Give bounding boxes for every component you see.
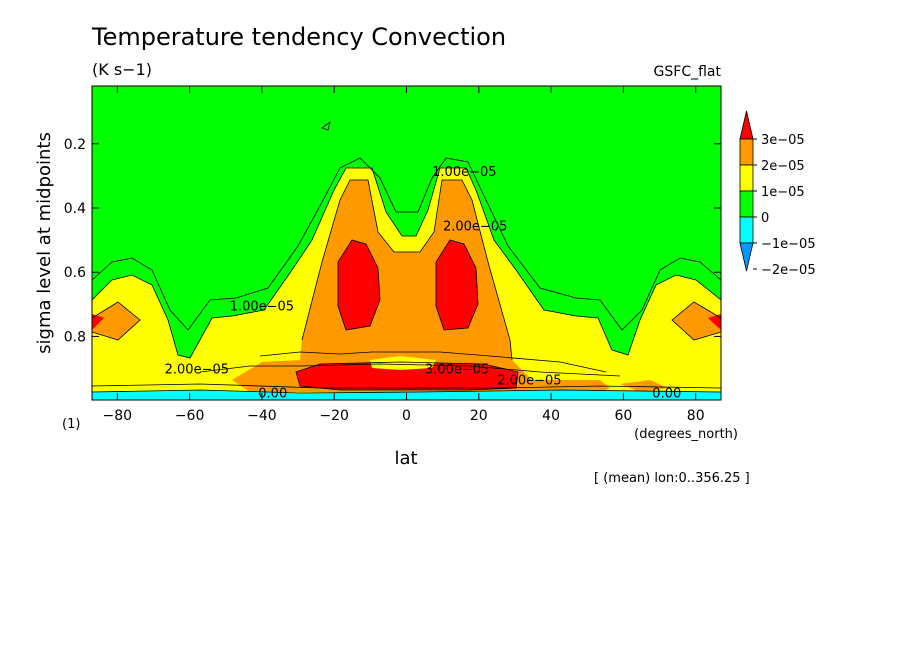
colorbar: 3e−05 2e−05 1e−05 0 −1e−05 −2e−05 xyxy=(739,110,816,278)
y-axis-units: (1) xyxy=(62,417,80,432)
filled-region-red xyxy=(436,240,478,330)
filled-region-red xyxy=(92,314,104,330)
colorbar-arrow-top xyxy=(739,110,754,140)
filled-region-orange xyxy=(232,180,610,392)
contour-label: 0.00 xyxy=(652,386,681,401)
colorbar-label: 2e−05 xyxy=(761,159,805,174)
colorbar-label: 1e−05 xyxy=(761,185,805,200)
y-axis-label: sigma level at midpoints xyxy=(34,132,55,354)
filled-region-red xyxy=(296,362,518,390)
filled-region-orange xyxy=(620,380,668,392)
y-tick-label: 0.6 xyxy=(64,265,86,281)
filled-region-red xyxy=(708,314,721,330)
y-tick-label: 0.8 xyxy=(64,329,86,345)
contour-lens xyxy=(370,356,436,370)
contour-label: 1.00e−05 xyxy=(432,165,496,180)
x-tick-label: 20 xyxy=(470,408,488,424)
contour-label: 3.00e−05 xyxy=(425,362,489,377)
contour-lines xyxy=(92,121,721,394)
x-axis-units: (degrees_north) xyxy=(634,427,738,442)
chart-units: (K s−1) xyxy=(92,60,152,79)
source-label: GSFC_flat xyxy=(654,64,722,80)
colorbar-arrow-bottom xyxy=(739,242,754,272)
x-tick-label: −40 xyxy=(247,408,277,424)
contour-label: 1.00e−05 xyxy=(230,300,294,315)
colorbar-label: −2e−05 xyxy=(761,263,816,278)
colorbar-label: −1e−05 xyxy=(761,237,816,252)
contour-label-layer: 1.00e−05 2.00e−05 3.00e−05 2.00e−05 1.00e−05… xyxy=(165,165,682,401)
x-tick-label: 40 xyxy=(542,408,560,424)
x-tick-label: −20 xyxy=(319,408,349,424)
x-tick-label: 80 xyxy=(687,408,705,424)
x-tick-label: 60 xyxy=(614,408,632,424)
colorbar-swatch xyxy=(739,138,754,166)
colorbar-label: 3e−05 xyxy=(761,133,805,148)
x-tick-label: 0 xyxy=(402,408,411,424)
contour-label: 2.00e−05 xyxy=(497,374,561,389)
colorbar-label: 0 xyxy=(761,211,769,226)
x-axis: −80 −60 −40 −20 0 20 40 60 80 xyxy=(103,86,705,424)
x-tick-label: −80 xyxy=(103,408,133,424)
plot-area: 1.00e−05 2.00e−05 3.00e−05 2.00e−05 1.00e−05… xyxy=(92,86,721,401)
y-tick-label: 0.4 xyxy=(64,201,86,217)
contour-label: 2.00e−05 xyxy=(165,362,229,377)
contour-label: 0.00 xyxy=(258,386,287,401)
colorbar-swatch xyxy=(739,216,754,244)
filled-region-red xyxy=(338,240,380,330)
footnote: [ (mean) lon:0..356.25 ] xyxy=(594,471,750,486)
y-axis: 0.2 0.4 0.6 0.8 xyxy=(64,137,721,345)
y-tick-label: 0.2 xyxy=(64,137,86,153)
chart-title: Temperature tendency Convection xyxy=(91,23,506,51)
filled-region-orange xyxy=(672,302,721,340)
colorbar-swatch xyxy=(739,190,754,218)
x-tick-label: −60 xyxy=(175,408,205,424)
contour-label: 2.00e−05 xyxy=(443,219,507,234)
x-axis-label: lat xyxy=(394,448,417,469)
colorbar-swatch xyxy=(739,164,754,192)
